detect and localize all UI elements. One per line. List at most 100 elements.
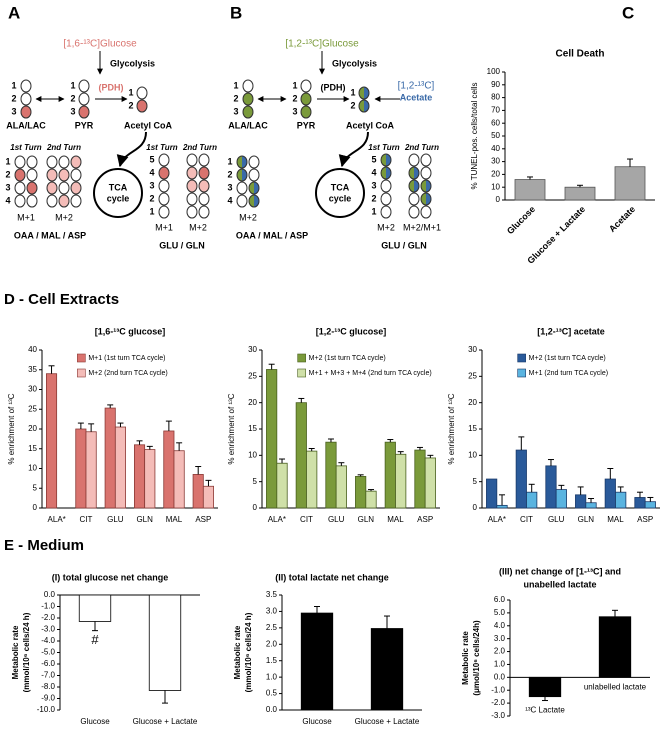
carbon-number: 3 (149, 180, 154, 190)
section-header: E - Medium (4, 537, 84, 554)
bar (163, 430, 175, 509)
y-tick-label: 10 (248, 450, 257, 459)
carbon-atom (158, 153, 170, 167)
y-tick-label: -2.0 (41, 613, 55, 622)
y-tick-label: 100 (487, 67, 501, 76)
carbon-half (381, 154, 386, 166)
bar (325, 441, 337, 509)
carbon-number: 5 (149, 154, 154, 164)
y-tick-label: 80 (491, 93, 500, 102)
bar (173, 450, 185, 509)
carbon-atom (420, 153, 432, 167)
carbon-atom (300, 92, 312, 106)
x-tick-label: CIT (300, 515, 313, 524)
carbon-atom (408, 192, 420, 206)
tca-label: TCA (331, 182, 350, 192)
bar (144, 449, 156, 509)
carbon-atom (186, 205, 198, 219)
carbon-atom (20, 79, 32, 93)
y-axis-label: % TUNEL-pos. cells/total cells (470, 83, 479, 190)
bar (528, 676, 562, 698)
bar (545, 465, 557, 509)
y-tick-label: 6.0 (494, 595, 506, 604)
y-tick-label: -2.0 (491, 698, 505, 707)
bar (496, 504, 508, 509)
y-tick-label: 20 (468, 398, 477, 407)
carbon-half (381, 167, 386, 179)
carbon-atom (14, 168, 26, 182)
carbon-half (249, 182, 254, 194)
y-tick-label: 5 (33, 483, 38, 492)
carbon-atom (380, 166, 392, 180)
bar (395, 453, 407, 509)
carbon-half (414, 180, 419, 192)
panel-letter: C (622, 3, 634, 22)
carbon-atom (236, 155, 248, 169)
carbon-atom (358, 86, 370, 100)
carbon-atom (46, 168, 58, 182)
tca-cycle (315, 168, 365, 218)
y-axis-label: (mmol/10⁶ cells/24 h) (244, 612, 253, 692)
y-axis-label: (μmol/10⁶ cells/24h) (472, 620, 481, 696)
carbon-number: 3 (233, 106, 238, 116)
y-tick-label: -8.0 (41, 682, 55, 691)
legend-swatch (77, 368, 86, 378)
carbon-atom (300, 79, 312, 93)
metabolite-label: Acetyl CoA (124, 120, 173, 130)
turn-label: 1st Turn (10, 143, 42, 152)
x-tick-label: ALA* (48, 515, 66, 524)
carbon-half (249, 195, 254, 207)
x-tick-label: MAL (607, 515, 624, 524)
panel-letter: B (230, 3, 242, 22)
y-tick-label: 25 (248, 371, 257, 380)
bar (85, 431, 97, 509)
carbon-number: 1 (70, 80, 75, 90)
carbon-number: 1 (292, 80, 297, 90)
carbon-atom (78, 79, 90, 93)
carbon-half (409, 167, 414, 179)
bar (515, 449, 527, 509)
carbon-atom (380, 153, 392, 167)
y-tick-label: 20 (491, 170, 500, 179)
arrow (116, 131, 147, 168)
carbon-atom (58, 194, 70, 208)
y-tick-label: 30 (248, 345, 257, 354)
legend-swatch (517, 368, 526, 378)
y-tick-label: 25 (28, 404, 37, 413)
bar (295, 402, 307, 509)
carbon-atom (158, 205, 170, 219)
tca-cycle (93, 168, 143, 218)
bar (486, 478, 498, 509)
x-tick-label: ASP (417, 515, 433, 524)
carbon-atom (136, 86, 148, 100)
y-tick-label: 2.0 (494, 647, 506, 656)
bar (114, 426, 127, 509)
bar (526, 491, 538, 509)
metabolite-label: ALA/LAC (6, 120, 46, 130)
carbon-number: 3 (70, 106, 75, 116)
carbon-atom (158, 179, 170, 193)
bar (202, 485, 214, 509)
metabolite-label: OAA / MAL / ASP (14, 230, 86, 240)
bar (598, 616, 632, 678)
carbon-number: 4 (5, 195, 10, 205)
x-tick-label: Acetate (607, 204, 637, 234)
y-tick-label: -9.0 (41, 694, 55, 703)
y-tick-label: 1.0 (266, 672, 278, 681)
y-tick-label: -5.0 (41, 648, 55, 657)
y-tick-label: -6.0 (41, 659, 55, 668)
carbon-number: 2 (149, 193, 154, 203)
y-tick-label: 40 (28, 345, 37, 354)
carbon-number: 1 (233, 80, 238, 90)
carbon-atom (58, 155, 70, 169)
carbon-atom (20, 105, 32, 119)
arrow (338, 131, 369, 168)
carbon-atom (78, 105, 90, 119)
carbon-atom (14, 181, 26, 195)
carbon-atom (236, 194, 248, 208)
bar (555, 489, 567, 509)
y-tick-label: 35 (28, 365, 37, 374)
y-axis-label: Metabolic rate (11, 625, 20, 679)
bar (46, 373, 58, 509)
